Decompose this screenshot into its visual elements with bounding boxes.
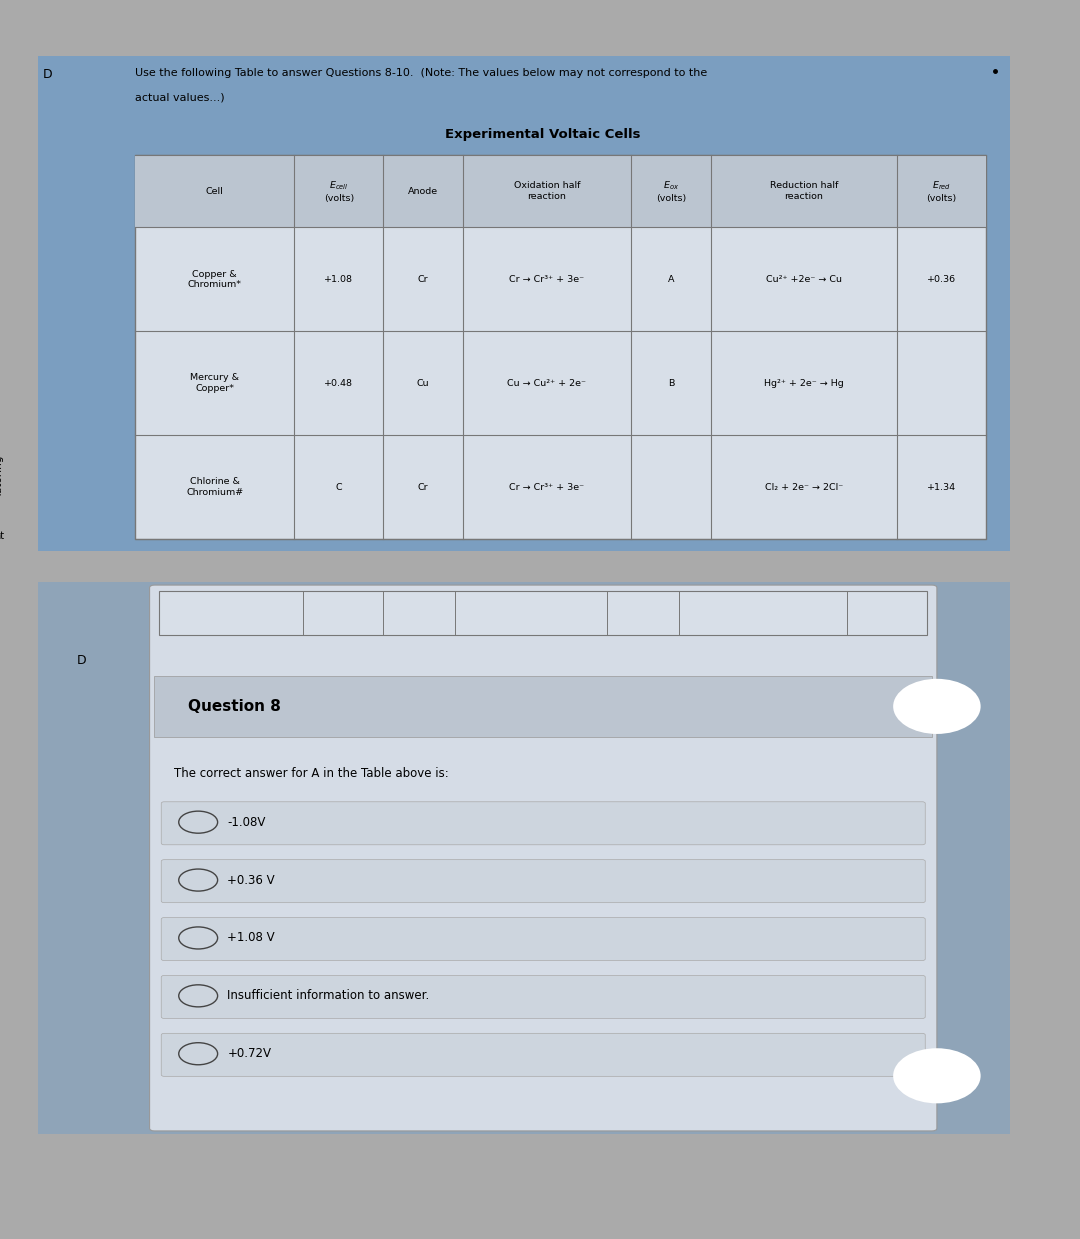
FancyBboxPatch shape [161, 1033, 926, 1077]
Text: B: B [667, 379, 674, 388]
FancyBboxPatch shape [160, 591, 927, 634]
FancyBboxPatch shape [38, 582, 1010, 1134]
Text: $E_{red}$
(volts): $E_{red}$ (volts) [926, 180, 956, 203]
Ellipse shape [893, 1048, 981, 1104]
Text: Cu: Cu [417, 379, 429, 388]
Ellipse shape [893, 679, 981, 733]
Text: D: D [77, 654, 86, 667]
Text: actual values...): actual values...) [135, 93, 225, 103]
Text: $E_{ox}$
(volts): $E_{ox}$ (volts) [656, 180, 686, 203]
Text: Cr: Cr [418, 482, 429, 492]
Text: +1.34: +1.34 [927, 482, 956, 492]
Text: The correct answer for A in the Table above is:: The correct answer for A in the Table ab… [174, 767, 448, 781]
Text: +0.48: +0.48 [324, 379, 353, 388]
Text: Mercury &
Copper*: Mercury & Copper* [190, 373, 240, 393]
Text: D: D [43, 68, 52, 81]
FancyBboxPatch shape [154, 676, 932, 737]
Text: +1.08 V: +1.08 V [228, 932, 275, 944]
FancyBboxPatch shape [161, 918, 926, 960]
Text: Insufficient information to answer.: Insufficient information to answer. [228, 990, 430, 1002]
Text: Cell: Cell [206, 187, 224, 196]
Text: A: A [667, 275, 674, 284]
Text: -1.08V: -1.08V [228, 815, 266, 829]
Text: Cr → Cr³⁺ + 3e⁻: Cr → Cr³⁺ + 3e⁻ [510, 482, 584, 492]
Text: Oxidation half
reaction: Oxidation half reaction [514, 181, 580, 201]
Text: C: C [336, 482, 342, 492]
Text: Cu → Cu²⁺ + 2e⁻: Cu → Cu²⁺ + 2e⁻ [508, 379, 586, 388]
FancyBboxPatch shape [161, 802, 926, 845]
Text: $E_{cell}$
(volts): $E_{cell}$ (volts) [324, 180, 354, 203]
Text: +0.36: +0.36 [927, 275, 956, 284]
Text: Reduction half
reaction: Reduction half reaction [770, 181, 838, 201]
FancyBboxPatch shape [135, 155, 986, 228]
Text: Hg²⁺ + 2e⁻ → Hg: Hg²⁺ + 2e⁻ → Hg [764, 379, 843, 388]
Text: Cl₂ + 2e⁻ → 2Cl⁻: Cl₂ + 2e⁻ → 2Cl⁻ [765, 482, 843, 492]
Text: +0.36 V: +0.36 V [228, 873, 275, 887]
Text: Cr: Cr [418, 275, 429, 284]
Text: Chlorine &
Chromium#: Chlorine & Chromium# [186, 477, 243, 497]
Text: Tutoring: Tutoring [0, 456, 4, 498]
Text: Cr → Cr³⁺ + 3e⁻: Cr → Cr³⁺ + 3e⁻ [510, 275, 584, 284]
Text: +0.72V: +0.72V [228, 1047, 271, 1061]
Text: Anode: Anode [408, 187, 438, 196]
FancyBboxPatch shape [38, 56, 1010, 551]
Text: Experimental Voltaic Cells: Experimental Voltaic Cells [445, 128, 642, 140]
FancyBboxPatch shape [161, 860, 926, 903]
FancyBboxPatch shape [135, 155, 986, 539]
FancyBboxPatch shape [149, 585, 937, 1131]
Text: Cu²⁺ +2e⁻ → Cu: Cu²⁺ +2e⁻ → Cu [766, 275, 842, 284]
Text: Copper &
Chromium*: Copper & Chromium* [188, 270, 242, 289]
Text: Use the following Table to answer Questions 8-10.  (Note: The values below may n: Use the following Table to answer Questi… [135, 68, 707, 78]
FancyBboxPatch shape [161, 975, 926, 1018]
Text: Question 8: Question 8 [189, 699, 281, 714]
Text: +1.08: +1.08 [324, 275, 353, 284]
Text: nt: nt [0, 532, 4, 541]
